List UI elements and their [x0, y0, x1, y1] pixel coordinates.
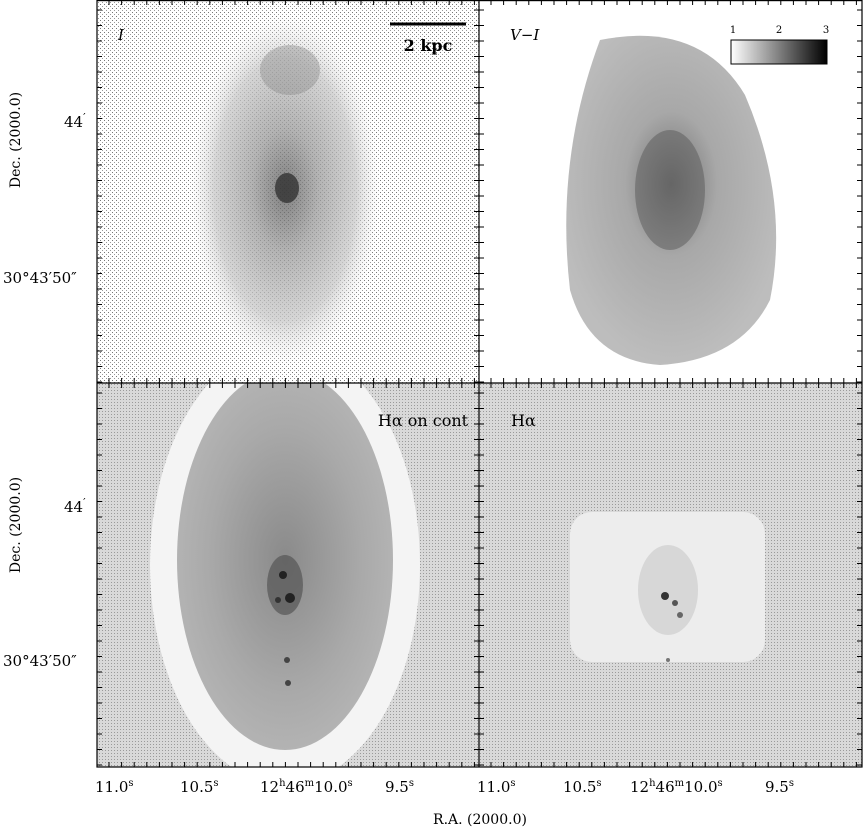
panel-halpha-on-cont: [97, 383, 479, 767]
colorbar-tick-1: 1: [730, 25, 736, 36]
dec-tick-labels-top: 44′ 30°43′50″: [3, 111, 86, 287]
panel-v-i-color: [479, 0, 862, 383]
ra-tick-105-right: 10.5s: [563, 778, 602, 796]
ra-tick-labels-right: 11.0s 10.5s 12h46m10.0s 9.5s: [477, 778, 794, 796]
colorbar-tick-2: 2: [776, 25, 782, 36]
ra-tick-95-right: 9.5s: [765, 778, 794, 796]
dec-tick-44-top: 44′: [64, 111, 86, 131]
colorbar-tick-3: 3: [823, 25, 829, 36]
ra-tick-11-left: 11.0s: [95, 778, 134, 796]
dec-tick-4350-top: 30°43′50″: [3, 269, 77, 287]
y-axis-label-bottom: Dec. (2000.0): [8, 477, 24, 573]
scale-bar: 2 kpc: [390, 22, 466, 55]
panel-label-halpha-on-cont: Hα on cont: [378, 411, 469, 430]
ra-tick-10-left: 12h46m10.0s: [260, 778, 353, 796]
ra-tick-105-left: 10.5s: [180, 778, 219, 796]
scale-bar-label: 2 kpc: [404, 36, 453, 55]
ra-tick-11-right: 11.0s: [477, 778, 516, 796]
dec-tick-4350-bottom: 30°43′50″: [3, 652, 77, 670]
panel-label-i: I: [117, 26, 125, 44]
ra-tick-10-right: 12h46m10.0s: [630, 778, 723, 796]
dec-tick-labels-bottom: 44′ 30°43′50″: [3, 496, 86, 670]
axis-ticks: [97, 0, 862, 767]
panel-label-halpha: Hα: [511, 411, 536, 430]
panel-i-band: [97, 0, 479, 383]
colorbar: 1 2 3: [730, 25, 829, 65]
x-axis-label: R.A. (2000.0): [433, 812, 527, 828]
ra-tick-95-left: 9.5s: [385, 778, 414, 796]
dec-tick-44-bottom: 44′: [64, 496, 86, 516]
y-axis-label-top: Dec. (2000.0): [8, 92, 24, 188]
panel-frames: [96, 0, 863, 768]
panel-halpha: [479, 383, 862, 767]
panel-label-v-i: V−I: [510, 26, 540, 44]
ra-tick-labels-left: 11.0s 10.5s 12h46m10.0s 9.5s: [95, 778, 414, 796]
